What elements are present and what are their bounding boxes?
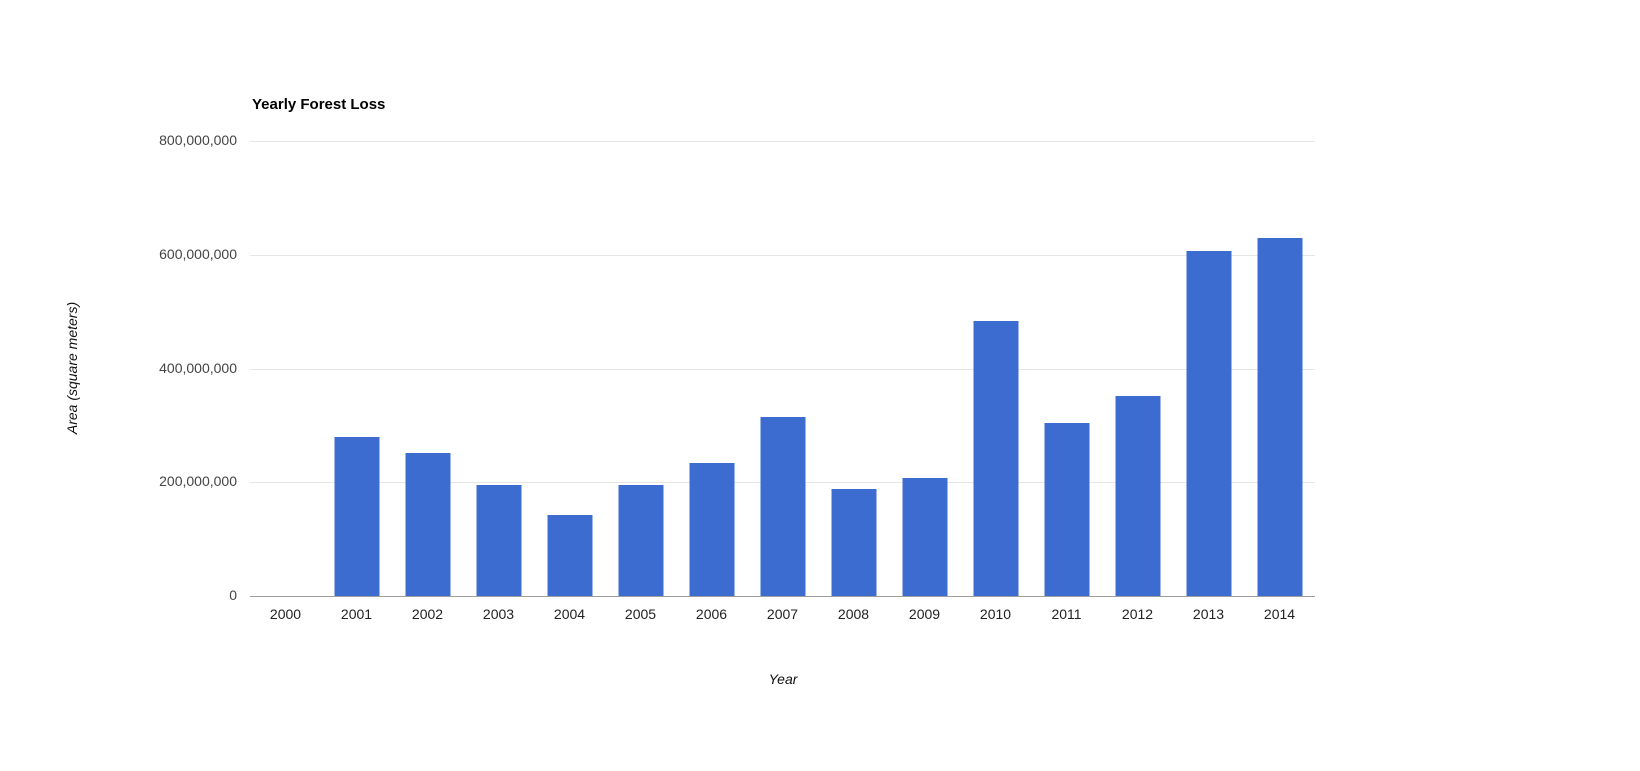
x-tick-label-2013: 2013 bbox=[1192, 606, 1225, 622]
y-tick-label: 600,000,000 bbox=[159, 245, 237, 262]
bar-2003 bbox=[476, 484, 521, 596]
x-tick-label-2009: 2009 bbox=[908, 606, 941, 622]
x-tick-label-2002: 2002 bbox=[411, 606, 444, 622]
x-tick-label-2008: 2008 bbox=[837, 606, 870, 622]
bar-2010 bbox=[973, 321, 1018, 596]
y-tick-label: 0 bbox=[229, 587, 237, 603]
bar-2011 bbox=[1044, 422, 1089, 596]
x-tick-label-2012: 2012 bbox=[1121, 606, 1154, 622]
x-tick-label-2006: 2006 bbox=[695, 606, 728, 622]
y-tick-label: 200,000,000 bbox=[159, 473, 237, 490]
x-tick-label-2000: 2000 bbox=[269, 606, 302, 622]
y-tick-label: 400,000,000 bbox=[159, 359, 237, 376]
y-tick-label: 800,000,000 bbox=[159, 132, 237, 148]
x-axis-baseline bbox=[250, 596, 1315, 597]
bar-2008 bbox=[831, 488, 876, 596]
chart-title: Yearly Forest Loss bbox=[252, 96, 386, 113]
bar-2013 bbox=[1186, 250, 1231, 596]
bar-2006 bbox=[689, 463, 734, 596]
x-tick-label-2001: 2001 bbox=[340, 606, 373, 622]
gridline bbox=[250, 368, 1315, 370]
x-tick-label-2007: 2007 bbox=[766, 606, 799, 622]
bar-2005 bbox=[618, 484, 663, 596]
plot-area bbox=[250, 141, 1315, 597]
x-tick-label-2014: 2014 bbox=[1263, 606, 1296, 622]
gridline bbox=[250, 141, 1315, 142]
bar-2002 bbox=[405, 453, 450, 596]
x-tick-label-2004: 2004 bbox=[553, 606, 586, 622]
bar-2012 bbox=[1115, 396, 1160, 596]
x-tick-label-2005: 2005 bbox=[624, 606, 657, 622]
x-tick-label-2010: 2010 bbox=[979, 606, 1012, 622]
gridline bbox=[250, 254, 1315, 256]
x-axis-title: Year bbox=[768, 671, 798, 687]
x-tick-label-2011: 2011 bbox=[1051, 606, 1082, 622]
bar-2007 bbox=[760, 417, 805, 596]
bar-2004 bbox=[547, 514, 592, 596]
bar-2009 bbox=[902, 477, 947, 596]
bar-2001 bbox=[334, 436, 379, 596]
x-tick-label-2003: 2003 bbox=[482, 606, 515, 622]
bar-2014 bbox=[1257, 237, 1302, 596]
